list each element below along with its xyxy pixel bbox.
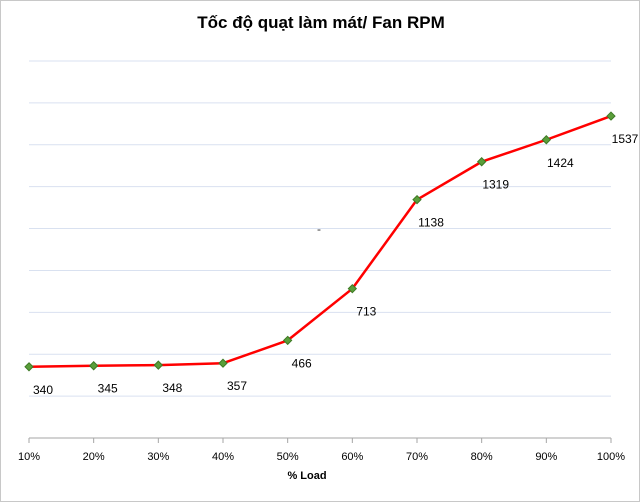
gridlines [29,60,611,397]
x-tick-label: 40% [212,451,234,463]
data-label: 713 [356,305,376,319]
x-axis: 10% 20% 30% 40% 50% 60% 70% 80% 90% 100% [18,437,625,463]
chart-title: Tốc độ quạt làm mát/ Fan RPM [197,13,445,32]
data-label: 1537 [612,132,639,146]
x-tick-label: 90% [535,451,557,463]
series-line-path [28,114,612,369]
annotation-dash: - [317,222,321,236]
series-markers [24,111,616,372]
data-point [541,135,552,145]
data-label: 1424 [547,156,574,170]
data-labels: 340 345 348 357 466 713 1138 1319 1424 1537 [33,132,639,397]
data-point [88,361,99,371]
data-point [153,360,164,370]
series-line [28,114,612,369]
x-tick-label: 10% [18,451,40,463]
data-point [606,111,616,121]
data-point [476,157,487,167]
x-tick-label: 80% [471,451,493,463]
data-point [347,283,358,294]
x-tick-label: 70% [406,451,428,463]
data-point [24,362,34,372]
data-label: 348 [162,381,182,395]
data-point [412,194,422,205]
data-label: 340 [33,383,53,397]
x-tick-label: 20% [83,451,105,463]
data-point [218,358,228,368]
data-label: 345 [98,382,118,396]
x-tick-label: 100% [597,451,625,463]
data-point [282,335,293,346]
x-tick-label: 50% [277,451,299,463]
x-tick-label: 30% [147,451,169,463]
data-label: 466 [292,356,312,370]
data-label: 357 [227,379,247,393]
data-label: 1319 [482,178,509,192]
x-tick-label: 60% [341,451,363,463]
data-label: 1138 [418,216,444,230]
x-axis-title: % Load [287,470,327,482]
